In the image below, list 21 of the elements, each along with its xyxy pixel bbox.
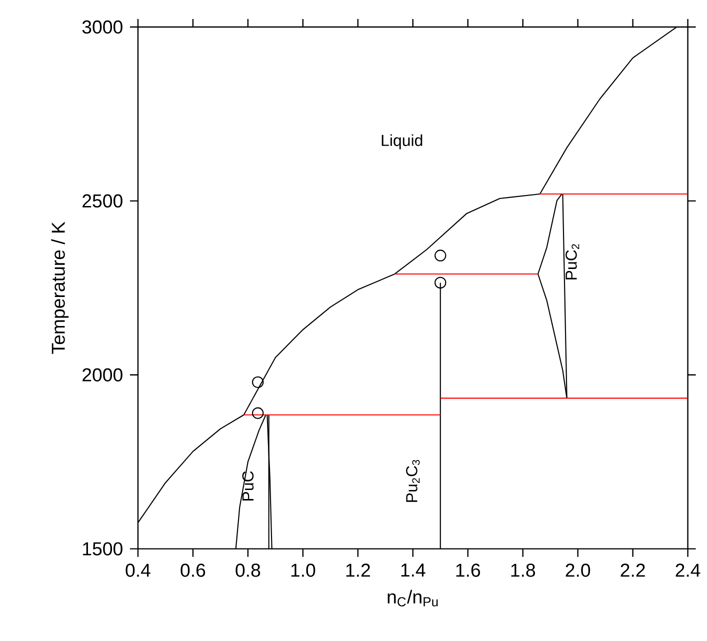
annotation: Pu$_{2}$C$_{3}$ <box>406 460 420 502</box>
x-tick-label: 0.8 <box>236 564 260 577</box>
annotation: Liquid <box>382 134 422 150</box>
annotation: PuC <box>242 471 254 501</box>
x-tick-label: 1.2 <box>346 564 370 577</box>
x-tick-label: 1.4 <box>401 564 426 577</box>
x-tick-label: 2.0 <box>566 564 590 577</box>
y-tick-label: 3000 <box>82 20 122 34</box>
x-tick-label: 1.6 <box>456 564 480 577</box>
x-tick-label: 1.0 <box>291 564 316 577</box>
y-tick-label: 1500 <box>83 542 122 556</box>
x-tick-label: 2.2 <box>620 564 645 577</box>
y-axis-title: Temperature / K <box>51 222 69 354</box>
x-tick-label: 2.4 <box>676 564 700 577</box>
x-tick-label: 0.6 <box>180 564 206 577</box>
x-axis-title: n$_{C}$/n$_{Pu}$ <box>388 590 438 607</box>
y-tick-label: 2500 <box>82 194 122 208</box>
y-tick-label: 2000 <box>82 368 122 382</box>
x-tick-label: 1.8 <box>511 564 536 577</box>
annotation: PuC$_{2}$ <box>566 244 580 280</box>
x-tick-label: 0.4 <box>126 564 150 577</box>
